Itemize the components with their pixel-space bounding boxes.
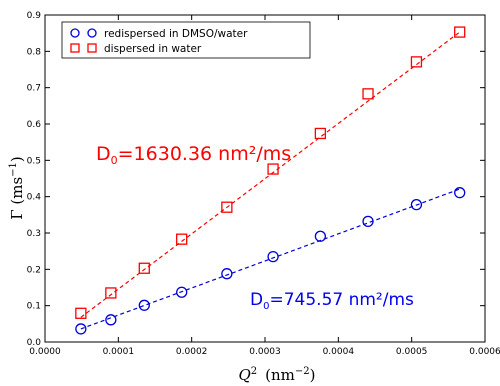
legend: redispersed in DMSO/water dispersed in w… [61,21,311,59]
y-tick-label: 0.0 [27,338,42,348]
data-point-water [362,88,374,100]
fit-lines [80,31,461,330]
y-axis-title-close: ) [8,156,26,162]
x-axis-title-unit-sup: −2 [295,366,310,377]
annotation-blue-prefix: D [250,290,263,310]
data-point-water [314,127,327,140]
data-point-dmso [138,299,150,311]
x-axis-title-close: ) [310,366,316,384]
data-point-dmso [410,199,423,211]
y-tick-label: 0.3 [27,229,41,239]
legend-square-1 [70,43,80,53]
data-point-water [454,26,466,38]
data-point-dmso [362,215,374,228]
annotation-red-d0: D0=1630.36 nm²/ms [96,143,291,167]
x-axis-title-q-sup: 2 [251,366,257,377]
x-tick-label: 0.0002 [176,347,208,357]
data-point-dmso [267,250,279,263]
data-point-water [75,307,87,319]
annotation-red-value: =1630.36 nm²/ms [118,143,292,165]
legend-label-dmso: redispersed in DMSO/water [104,28,248,40]
legend-box [61,21,311,59]
y-axis-title-main: Γ (ms [8,177,26,220]
y-tick-label: 0.9 [27,11,42,21]
data-point-water [221,201,233,213]
legend-marker-blue-circles [70,28,97,38]
x-axis-title-q: Q [238,366,250,384]
y-axis-title: Γ (ms−1) [8,156,26,220]
y-tick-label: 0.6 [27,120,42,130]
data-point-water [138,262,150,274]
axes-layer: 0.0000 0.0001 0.0002 0.0003 0.0004 0.0005 0.00… [27,11,500,357]
data-point-dmso [314,230,327,242]
data-point-dmso [105,314,117,326]
legend-label-water: dispersed in water [104,43,202,55]
data-point-water [410,56,423,68]
annotation-red-prefix: D [96,143,111,165]
y-tick-label: 0.7 [27,84,41,94]
annotation-blue-subscript: 0 [263,301,269,312]
x-tick-label: 0.0001 [103,347,135,357]
annotation-blue-value: =745.57 nm²/ms [269,290,414,310]
x-tick-label: 0.0004 [323,347,355,357]
data-point-dmso [221,268,233,280]
legend-marker-red-squares [70,43,97,53]
y-tick-label: 0.8 [27,47,42,57]
legend-circle-2 [87,28,97,38]
y-tick-label: 0.4 [27,193,42,203]
data-point-dmso [454,187,466,199]
data-point-water [105,287,117,299]
x-tick-label: 0.0005 [396,347,428,357]
x-tick-label: 0.0000 [29,347,61,357]
data-markers [75,26,466,335]
annotation-red-subscript: 0 [111,154,118,167]
annotation-blue-d0: D0=745.57 nm²/ms [250,290,414,312]
x-tick-label: 0.0006 [469,347,500,357]
x-axis-title: Q2 (nm−2) [238,366,315,384]
fit-line-water [80,31,461,318]
y-tick-label: 0.5 [27,156,41,166]
data-point-water [267,163,279,175]
legend-square-2 [87,43,97,53]
data-point-dmso [75,323,87,335]
fit-line-dmso [80,188,460,330]
y-tick-label: 0.2 [27,265,41,275]
data-point-water [176,233,188,245]
data-point-dmso [176,286,188,298]
x-axis-title-unit: (nm [265,366,295,384]
x-tick-label: 0.0003 [249,347,281,357]
y-tick-label: 0.1 [27,302,41,312]
y-axis-title-sup: −1 [8,162,19,177]
legend-circle-1 [70,28,80,38]
